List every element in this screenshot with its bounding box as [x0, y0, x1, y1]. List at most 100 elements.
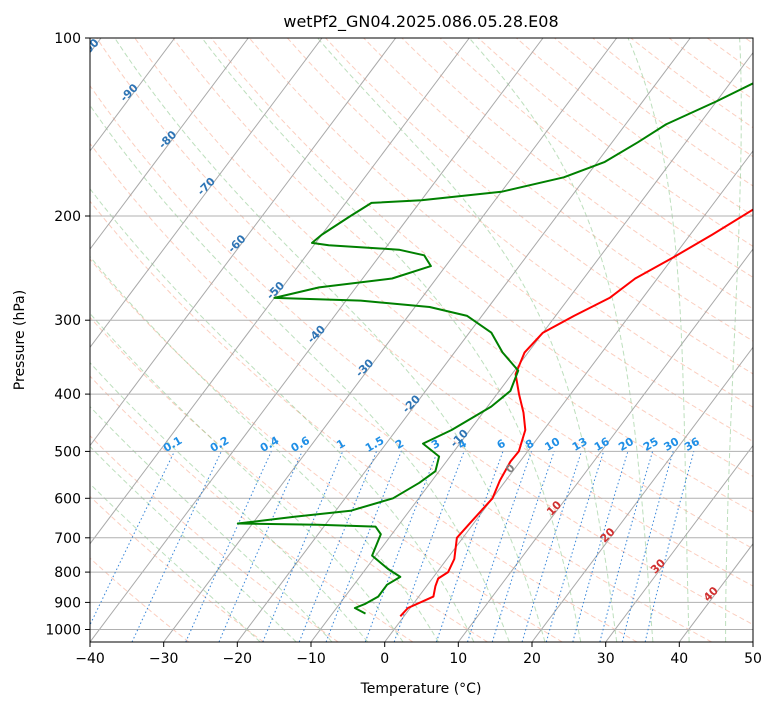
x-tick-label: −20 — [223, 651, 253, 667]
dry-adiabat — [90, 316, 488, 642]
isotherm — [90, 38, 176, 152]
moist-adiabat — [90, 483, 261, 642]
mixing-ratio-line — [364, 451, 438, 642]
y-tick-label: 700 — [54, 531, 81, 547]
dry-adiabat — [765, 25, 775, 642]
moist-adiabat — [468, 38, 654, 642]
isotherms — [90, 38, 753, 642]
mixing-ratio-line — [393, 451, 465, 642]
mixing-ratio-label: 2 — [393, 437, 406, 452]
dry-adiabat — [90, 435, 339, 642]
isotherm — [457, 248, 753, 642]
mixing-ratio-line — [435, 451, 504, 642]
isotherm — [90, 38, 249, 250]
dry-adiabat — [363, 38, 753, 342]
mixing-ratio-line — [521, 451, 582, 642]
moist-adiabat — [90, 255, 439, 642]
mixing-ratio-line — [644, 451, 695, 642]
dry-adiabat — [134, 38, 753, 550]
dry-adiabats — [90, 25, 775, 642]
dry-adiabat — [439, 38, 753, 278]
pressure-gridlines — [90, 38, 753, 630]
isotherm-label: -90 — [118, 81, 141, 104]
dry-adiabat — [90, 557, 190, 642]
x-tick-label: −30 — [149, 651, 179, 667]
moist-adiabat — [627, 38, 690, 642]
y-axis-title: Pressure (hPa) — [12, 290, 28, 390]
moist-adiabat — [90, 405, 333, 642]
moist-adiabat — [114, 38, 546, 642]
y-tick-label: 900 — [54, 595, 81, 611]
isotherm — [163, 38, 618, 642]
mixing-ratio-lines — [90, 451, 695, 642]
isotherm — [90, 38, 323, 349]
dry-adiabat — [90, 142, 712, 642]
y-tick-label: 800 — [54, 565, 81, 581]
isotherm — [752, 641, 753, 642]
dry-adiabat — [591, 38, 753, 158]
plot-frame — [89, 37, 754, 643]
isotherm — [236, 38, 691, 642]
mixing-ratio-line — [545, 451, 605, 642]
dry-adiabat — [630, 38, 753, 129]
x-axis: −40 −30 −20 −10 0 10 20 30 40 50 — [75, 642, 762, 667]
moist-adiabat — [90, 312, 404, 642]
x-tick-label: 30 — [597, 651, 615, 667]
isotherm — [384, 150, 753, 642]
mixing-ratio-line — [298, 451, 377, 642]
mixing-ratio-line — [90, 451, 175, 627]
x-tick-label: −10 — [296, 651, 326, 667]
mixing-ratio-line — [262, 451, 344, 642]
chart-title: wetPf2_GN04.2025.086.05.28.E08 — [283, 12, 558, 32]
plot-area: 0.1 0.2 0.4 0.6 1 1.5 2 3 4 6 8 10 13 16 20 25 30 36-100-… — [90, 25, 775, 642]
x-tick-label: −40 — [75, 651, 105, 667]
isotherm — [90, 38, 397, 447]
isotherm — [531, 346, 753, 642]
dry-adiabat — [401, 38, 753, 310]
isotherm-label: -40 — [305, 322, 328, 345]
mixing-ratio-line — [467, 451, 532, 642]
dry-adiabat — [90, 375, 414, 642]
x-tick-label: 50 — [744, 651, 762, 667]
mixing-ratio-line — [572, 451, 629, 642]
isotherm-label: -30 — [353, 356, 376, 379]
moist-adiabat-label: 40 — [701, 584, 721, 604]
dry-adiabat — [90, 200, 638, 642]
dry-adiabat — [210, 38, 753, 477]
isotherm-label: -20 — [400, 392, 423, 415]
y-tick-label: 600 — [54, 491, 81, 507]
mixing-ratio-label: 1 — [334, 437, 347, 452]
dewpoint-line — [236, 82, 753, 615]
y-axis: 100 200 300 400 500 600 700 800 900 1000 — [45, 31, 90, 639]
dry-adiabat — [324, 38, 753, 375]
isotherm — [90, 38, 470, 545]
y-tick-label: 200 — [54, 209, 81, 225]
moist-adiabat — [317, 38, 618, 642]
isotherm-label: -80 — [156, 128, 179, 151]
mixing-ratio-label: 6 — [495, 437, 508, 452]
isotherm — [310, 51, 753, 642]
x-axis-title: Temperature (°C) — [360, 681, 482, 697]
mixing-ratio-line — [599, 451, 654, 642]
isotherm — [605, 444, 753, 642]
y-tick-label: 300 — [54, 313, 81, 329]
dry-adiabat — [90, 495, 264, 642]
moist-adiabat — [90, 362, 369, 642]
isotherm-label: -70 — [195, 175, 218, 198]
moist-adiabat — [90, 104, 510, 642]
isotherm — [90, 38, 544, 642]
mixing-ratio-line — [185, 451, 272, 642]
dry-adiabat — [90, 84, 753, 626]
moist-adiabat — [201, 38, 582, 642]
dry-adiabat — [706, 38, 753, 72]
isotherm — [678, 542, 753, 642]
x-tick-label: 20 — [523, 651, 541, 667]
mixing-ratio-label: 8 — [523, 437, 536, 452]
moist-adiabats — [90, 38, 742, 642]
x-tick-label: 0 — [380, 651, 389, 667]
y-tick-label: 400 — [54, 387, 81, 403]
mixing-ratio-line — [325, 451, 402, 642]
dry-adiabat — [668, 38, 753, 100]
dry-adiabat — [477, 38, 753, 247]
